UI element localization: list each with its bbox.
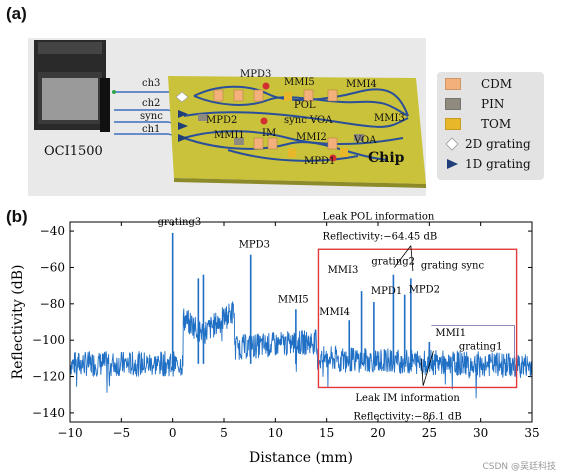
legend-label: PIN xyxy=(481,97,505,111)
label-mmi2: MMI2 xyxy=(296,132,327,143)
legend-label: 2D grating xyxy=(465,137,531,151)
label-mpd1: MPD1 xyxy=(304,156,336,167)
legend-item-tom: TOM xyxy=(445,116,511,132)
panel-a-label: (a) xyxy=(6,4,27,23)
x-tick-label: 5 xyxy=(220,426,228,440)
annotation-leak-pol-value: Reflectivity:−64.45 dB xyxy=(323,231,438,242)
legend-item-cdm: CDM xyxy=(445,76,512,92)
peak-label: MMI4 xyxy=(319,307,350,318)
x-tick-label: 20 xyxy=(370,426,385,440)
x-axis-label: Distance (mm) xyxy=(249,450,353,466)
x-tick-label: −5 xyxy=(112,426,130,440)
x-tick-label: 15 xyxy=(319,426,334,440)
reflectivity-trace xyxy=(69,301,533,399)
label-mmi5: MMI5 xyxy=(284,77,315,88)
reflectivity-chart: −10 −5 0 5 10 15 20 25 30 35 −40 −60 −80 −100 −120 −140… xyxy=(10,211,540,466)
x-tick-label: 0 xyxy=(169,426,177,440)
label-mmi3: MMI3 xyxy=(374,113,405,124)
peak-label: MMI1 xyxy=(435,328,466,339)
label-voa: VOA xyxy=(354,135,377,146)
channel-ch3: ch3 xyxy=(142,78,161,89)
channel-sync: sync xyxy=(140,111,163,122)
annotation-leak-im-title: Leak IM information xyxy=(355,393,460,404)
highlight-box xyxy=(317,248,518,389)
y-tick-label: −60 xyxy=(40,260,65,274)
label-mpd3: MPD3 xyxy=(240,69,272,80)
chip-label: Chip xyxy=(368,150,405,166)
label-mmi4: MMI4 xyxy=(346,79,377,90)
y-tick-label: −120 xyxy=(32,370,65,384)
label-im: IM xyxy=(262,128,277,139)
diamond-icon xyxy=(445,137,459,151)
label-pol: POL xyxy=(294,100,316,111)
photonic-chip xyxy=(168,76,426,188)
pin-swatch-icon xyxy=(445,98,461,110)
trace-group xyxy=(69,232,533,399)
legend-label: 1D grating xyxy=(465,157,531,171)
oci-instrument xyxy=(34,40,110,132)
instrument-label: OCI1500 xyxy=(44,144,103,159)
peak-label: MMI3 xyxy=(328,265,359,276)
y-tick-label: −40 xyxy=(40,224,65,238)
peak-label: grating2 xyxy=(371,257,415,268)
x-tick-label: 30 xyxy=(473,426,488,440)
y-axis-label: Reflectivity (dB) xyxy=(10,265,26,380)
y-tick-label: −80 xyxy=(40,297,65,311)
peak-label: MPD3 xyxy=(239,240,270,251)
panel-b-label: (b) xyxy=(6,207,28,226)
legend-item-2d-grating: 2D grating xyxy=(445,136,531,152)
peak-label: grating sync xyxy=(421,260,485,271)
peak-label: MPD2 xyxy=(409,285,440,296)
axis-ticks: −10 −5 0 5 10 15 20 25 30 35 −40 −60 −80 −100 −120 −140 xyxy=(32,222,540,440)
setup-graphic xyxy=(34,40,426,188)
legend-label: CDM xyxy=(481,77,513,91)
cdm-swatch-icon xyxy=(445,78,461,90)
legend-label: TOM xyxy=(481,117,512,131)
label-mpd2: MPD2 xyxy=(206,115,238,126)
channel-ch1: ch1 xyxy=(142,124,161,135)
x-tick-label: −10 xyxy=(57,426,82,440)
x-tick-label: 35 xyxy=(524,426,539,440)
setup-illustration: OCI1500 ch3 ch2 sync ch1 MPD3 MMI5 MMI4 … xyxy=(28,38,426,196)
peak-label: grating1 xyxy=(459,342,503,353)
watermark: CSDN @吴廷科技 xyxy=(482,462,556,472)
callout-line xyxy=(410,245,414,272)
x-tick-label: 25 xyxy=(422,426,437,440)
callout-line xyxy=(394,245,412,268)
legend-item-1d-grating: 1D grating xyxy=(445,156,531,172)
arrow-icon xyxy=(447,159,458,169)
label-sync-voa: sync VOA xyxy=(284,115,333,126)
peak-label: MPD1 xyxy=(371,286,402,297)
bracket-line xyxy=(431,325,515,377)
callout-line xyxy=(420,358,424,386)
annotation-leak-im-value: Reflectivity:−86.1 dB xyxy=(353,411,461,422)
legend-item-pin: PIN xyxy=(445,96,504,112)
callouts xyxy=(394,245,515,386)
label-mmi1: MMI1 xyxy=(214,130,245,141)
tom-swatch-icon xyxy=(445,118,461,130)
channel-ch2: ch2 xyxy=(142,98,161,109)
callout-line xyxy=(422,350,434,386)
annotation-leak-pol-title: Leak POL information xyxy=(323,211,435,222)
x-tick-label: 10 xyxy=(268,426,283,440)
y-tick-label: −140 xyxy=(32,406,65,420)
y-tick-label: −100 xyxy=(32,333,65,347)
plot-frame xyxy=(69,221,533,423)
component-legend: CDM PIN TOM 2D grating 1D grating xyxy=(437,72,544,180)
peak-label: MMI5 xyxy=(278,294,309,305)
